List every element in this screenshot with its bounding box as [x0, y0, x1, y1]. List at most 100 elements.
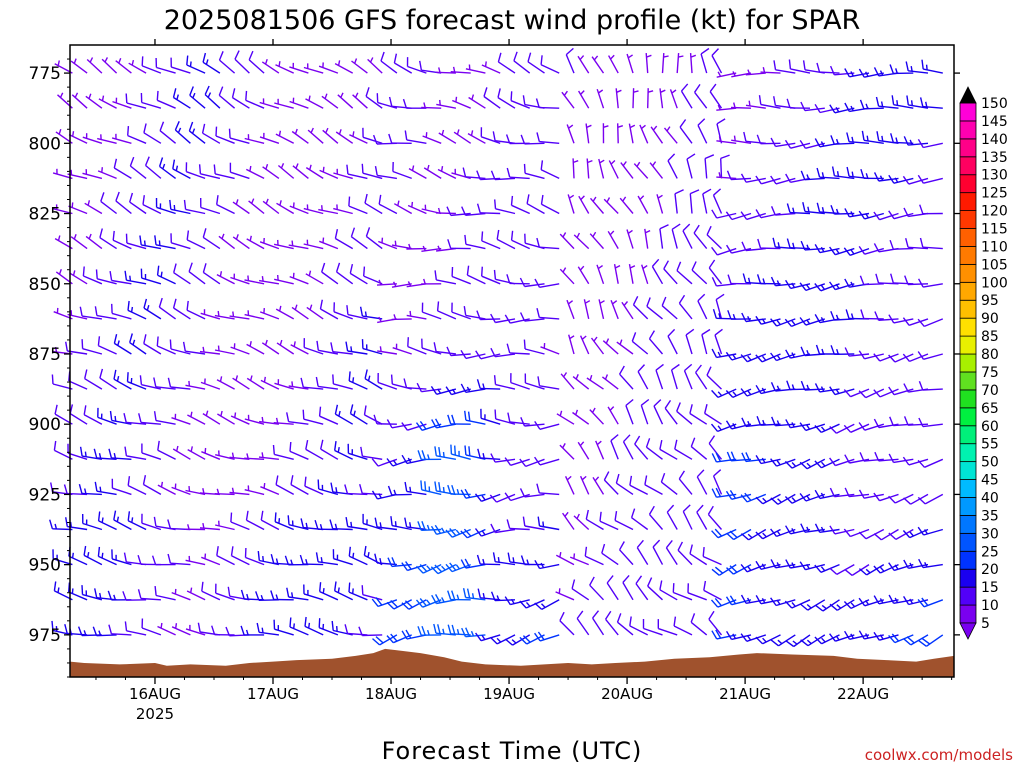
- wind-barb: [711, 209, 737, 219]
- wind-barb: [351, 58, 368, 74]
- wind-barb: [417, 450, 442, 461]
- wind-barb: [657, 619, 678, 636]
- wind-barb: [464, 410, 486, 425]
- wind-barb: [330, 342, 353, 355]
- wind-barb: [97, 546, 117, 566]
- colorbar-label: 75: [981, 365, 999, 381]
- wind-barb: [362, 513, 383, 531]
- wind-barb: [447, 414, 471, 425]
- wind-barb: [687, 583, 707, 601]
- wind-barb: [756, 274, 781, 285]
- wind-barb: [476, 170, 501, 181]
- wind-barb: [289, 62, 309, 74]
- wind-barb: [534, 559, 560, 570]
- wind-barb: [568, 334, 575, 355]
- wind-barb: [204, 85, 221, 109]
- wind-barb: [100, 192, 118, 215]
- colorbar-segment: [959, 120, 977, 140]
- wind-barb: [79, 306, 102, 320]
- wind-barb: [318, 62, 339, 74]
- wind-barb: [653, 399, 664, 425]
- wind-barb: [274, 512, 294, 531]
- wind-barb: [645, 53, 652, 74]
- wind-barb: [700, 47, 710, 74]
- wind-barb: [537, 516, 560, 531]
- wind-barb: [602, 123, 609, 144]
- wind-barb: [890, 133, 914, 144]
- wind-barb: [903, 416, 929, 426]
- wind-barb: [637, 364, 649, 390]
- wind-barb: [565, 47, 575, 74]
- wind-barb: [519, 488, 545, 498]
- wind-barb: [830, 135, 855, 145]
- wind-barb: [620, 161, 634, 179]
- wind-barb: [374, 517, 397, 531]
- x-tick-label: 21AUG: [719, 685, 771, 703]
- wind-barb: [683, 363, 693, 390]
- wind-barb: [290, 475, 309, 496]
- colorbar-segment: [959, 389, 977, 409]
- colorbar-segment: [959, 443, 977, 463]
- wind-barb: [373, 414, 397, 425]
- wind-barb: [363, 266, 383, 285]
- wind-barb: [644, 228, 651, 249]
- wind-barb: [244, 134, 265, 144]
- wind-barb: [844, 630, 870, 640]
- wind-barb: [153, 377, 176, 390]
- wind-barb: [186, 587, 206, 601]
- wind-barb: [589, 407, 605, 425]
- wind-barb: [858, 68, 884, 78]
- colorbar-segment: [959, 497, 977, 516]
- wind-barb: [629, 475, 649, 496]
- wind-barb: [141, 443, 162, 460]
- wind-barb: [421, 102, 442, 109]
- wind-barb: [305, 164, 324, 179]
- wind-barb: [725, 351, 752, 361]
- wind-barb: [447, 624, 471, 636]
- wind-barb: [712, 188, 723, 214]
- wind-barb: [572, 409, 590, 425]
- wind-barb: [215, 520, 235, 531]
- wind-barb: [348, 196, 368, 215]
- wind-barb: [711, 388, 737, 399]
- wind-barb: [858, 246, 884, 255]
- colorbar-segment: [959, 604, 977, 624]
- wind-barb: [187, 446, 206, 460]
- wind-barb: [708, 435, 723, 460]
- wind-barb: [391, 281, 412, 288]
- wind-barb: [686, 153, 696, 179]
- wind-barb: [663, 126, 678, 144]
- wind-barb: [109, 270, 132, 285]
- wind-barb: [770, 597, 796, 607]
- wind-barb: [888, 453, 914, 464]
- wind-barb: [755, 560, 781, 570]
- wind-barb: [260, 510, 280, 531]
- wind-barb: [318, 205, 339, 215]
- wind-barb: [786, 98, 811, 109]
- colorbar-label: 80: [981, 347, 999, 363]
- wind-barb: [422, 132, 442, 144]
- wind-barb: [831, 166, 855, 180]
- wind-barb: [334, 404, 354, 425]
- wind-barb: [259, 132, 280, 144]
- wind-barb: [334, 60, 354, 74]
- wind-barb: [445, 386, 471, 396]
- wind-barb: [377, 372, 398, 390]
- wind-barb: [393, 200, 413, 215]
- wind-barb: [232, 234, 250, 250]
- wind-barb: [140, 92, 162, 109]
- wind-barb: [673, 616, 693, 636]
- wind-barb: [275, 475, 295, 496]
- wind-barb: [274, 98, 294, 109]
- wind-barb: [143, 298, 162, 320]
- wind-barb: [703, 580, 722, 601]
- wind-barb: [527, 52, 545, 74]
- wind-barb: [141, 618, 162, 636]
- wind-barb: [689, 189, 700, 214]
- wind-barb: [433, 342, 456, 355]
- wind-barb: [259, 98, 280, 109]
- wind-barb: [844, 487, 870, 498]
- wind-barb: [129, 192, 147, 215]
- credit-text: coolwx.com/models: [865, 746, 1013, 764]
- wind-barb: [361, 585, 383, 601]
